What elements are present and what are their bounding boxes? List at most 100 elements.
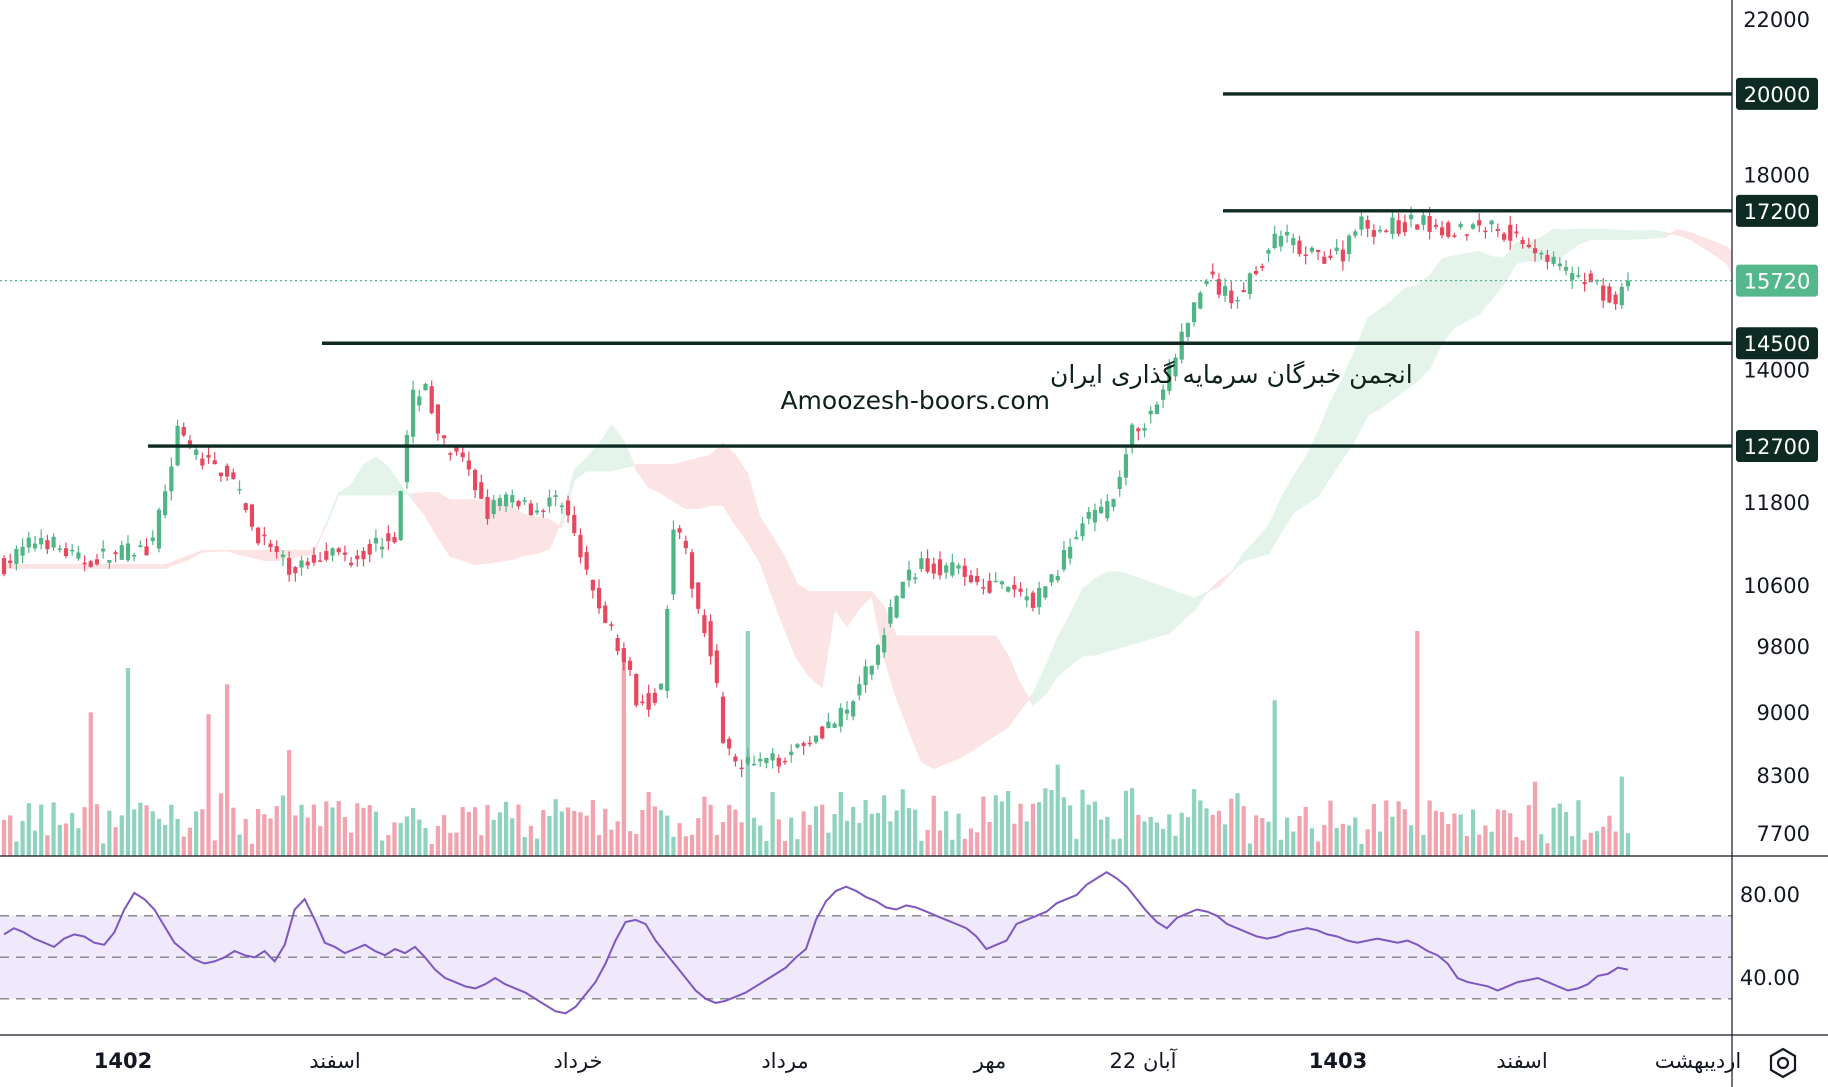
volume-bar — [962, 838, 967, 856]
candle-body — [1545, 254, 1550, 262]
candle-body — [386, 533, 391, 542]
volume-bar — [1477, 834, 1482, 856]
candle-body — [547, 497, 552, 507]
cloud-segment — [115, 564, 129, 569]
cloud-segment — [1131, 575, 1146, 645]
volume-bar — [1601, 826, 1606, 856]
candle-body — [919, 558, 924, 569]
volume-bar — [559, 811, 564, 856]
cloud-segment — [1379, 299, 1393, 410]
candle-body — [1291, 238, 1296, 246]
level-label: 20000 — [1744, 83, 1811, 107]
volume-bar — [782, 840, 788, 856]
volume-bar — [596, 835, 602, 856]
candle-body — [262, 534, 267, 537]
candle-body — [1365, 220, 1370, 229]
candle-body — [770, 753, 775, 761]
cloud-segment — [1280, 476, 1294, 535]
volume-bar — [287, 750, 292, 856]
candle-body — [913, 577, 918, 580]
candle-body — [423, 383, 428, 391]
cloud-segment — [1602, 228, 1617, 241]
cloud-segment — [1119, 570, 1133, 649]
volume-bar — [1607, 815, 1612, 856]
cloud-segment — [462, 499, 476, 566]
candle-body — [640, 701, 645, 704]
cloud-segment — [15, 564, 30, 569]
cloud-segment — [809, 591, 823, 689]
cloud-segment — [1193, 591, 1208, 612]
candle-body — [1055, 575, 1060, 581]
volume-bar — [1216, 810, 1222, 856]
cloud-segment — [65, 564, 79, 569]
volume-bar — [1198, 800, 1203, 856]
volume-bar — [696, 818, 701, 856]
volume-bar — [944, 811, 949, 856]
candle-body — [609, 624, 614, 626]
price-tick-label: 9000 — [1757, 701, 1810, 725]
volume-bar — [1353, 817, 1358, 856]
volume-bar — [107, 810, 112, 856]
volume-bar — [745, 631, 750, 856]
cloud-segment — [511, 506, 526, 561]
candle-body — [1260, 266, 1265, 268]
settings-button[interactable] — [1769, 1047, 1797, 1079]
candle-body — [572, 515, 577, 534]
candle-body — [1495, 229, 1500, 231]
volume-bar — [1625, 833, 1631, 856]
volume-bar — [739, 822, 744, 856]
cloud-segment — [127, 564, 141, 569]
volume-bar — [522, 837, 527, 856]
candle-body — [1105, 501, 1110, 519]
candle-body — [1452, 235, 1457, 237]
watermark-title: انجمن خبرگان سرمایه گذاری ایران — [1050, 360, 1413, 389]
volume-bar — [1415, 631, 1420, 856]
volume-bar — [293, 815, 298, 856]
candle-body — [256, 527, 261, 544]
volume-bar — [851, 806, 856, 856]
candle-body — [826, 721, 831, 729]
volume-bar — [1092, 801, 1098, 856]
volume-bar — [1006, 791, 1011, 856]
volume-bar — [187, 827, 193, 856]
candle-body — [1359, 216, 1364, 230]
volume-bar — [646, 791, 651, 856]
cloud-segment — [784, 557, 798, 661]
volume-bar — [534, 838, 540, 856]
candle-body — [268, 543, 273, 548]
volume-bar — [1235, 793, 1240, 856]
volume-bar — [305, 817, 310, 856]
candle-body — [931, 563, 936, 574]
candle-body — [479, 482, 484, 499]
candle-body — [993, 580, 998, 583]
volume-bar — [572, 810, 577, 856]
candle-body — [336, 548, 341, 553]
volume-bar — [925, 829, 930, 856]
gear-icon — [1769, 1047, 1797, 1079]
candle-body — [1377, 229, 1383, 232]
volume-bar — [355, 803, 360, 856]
volume-bar — [1377, 831, 1383, 856]
volume-bar — [1068, 805, 1073, 856]
level-label: 14500 — [1744, 332, 1811, 356]
volume-bar — [931, 795, 936, 856]
cloud-segment — [1168, 588, 1183, 635]
candle-body — [169, 466, 174, 492]
cloud-segment — [164, 559, 179, 570]
volume-bar — [1340, 823, 1345, 856]
candle-body — [1514, 231, 1519, 234]
volume-bar — [1148, 816, 1153, 856]
candle-body — [194, 449, 199, 455]
volume-bar — [94, 804, 100, 856]
cloud-segment — [152, 564, 166, 569]
volume-bar — [603, 808, 608, 856]
volume-bar — [1074, 838, 1079, 856]
volume-bar — [423, 828, 428, 856]
volume-bar — [1334, 827, 1339, 856]
candle-body — [534, 510, 540, 513]
candle-body — [1185, 322, 1191, 337]
cloud-segment — [338, 484, 352, 496]
candle-body — [1477, 220, 1482, 226]
volume-bar — [894, 810, 899, 856]
